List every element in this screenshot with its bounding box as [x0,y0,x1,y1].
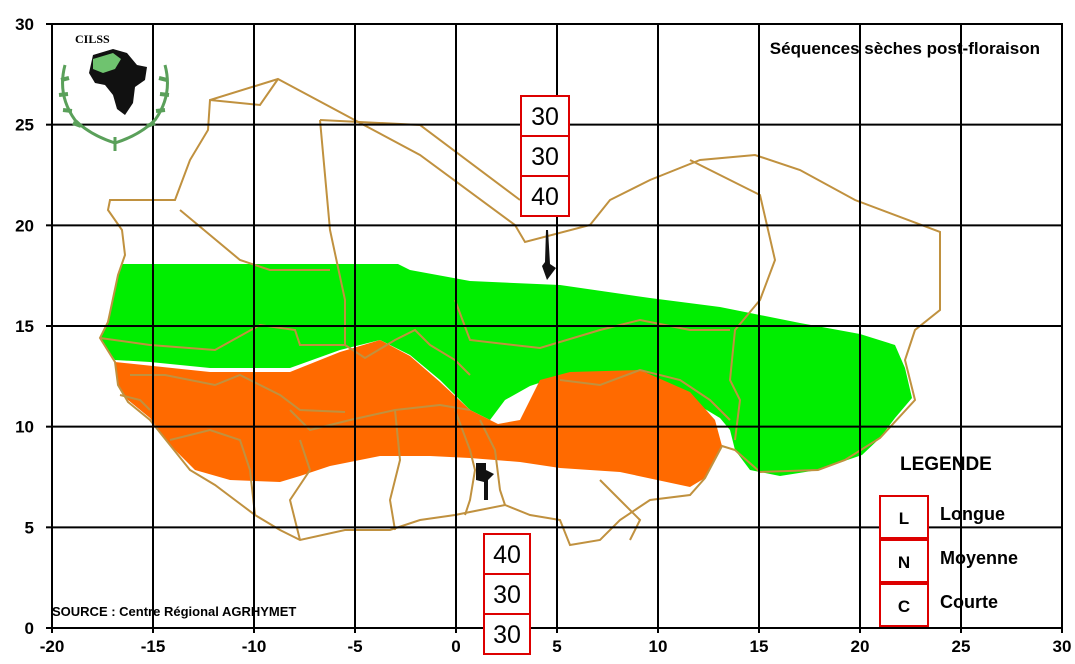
x-tick-label: 0 [451,637,460,656]
south-station-value: 30 [493,581,521,609]
x-tick-label: -5 [347,637,362,656]
north-station-boxes: 30 30 40 [520,95,570,217]
x-tick-label: 15 [750,637,769,656]
x-tick-label: 25 [952,637,971,656]
border-outline [98,77,941,547]
border-inner-1 [209,78,279,107]
south-station-value: 40 [493,541,521,569]
legend: LEGENDE L Longue N Moyenne C Courte [879,454,1018,627]
border-inner-2 [319,119,346,345]
logo-wreath-left [61,64,116,145]
legend-code-box [879,583,929,627]
logo-leaves [58,76,170,128]
x-tick-label: 20 [851,637,870,656]
y-tick-label: 25 [15,116,34,135]
zone-long [100,264,912,476]
north-station-value-box [520,175,570,217]
north-station-value-box [520,95,570,137]
south-station-value-box [483,573,531,615]
legend-label: Courte [940,592,998,612]
border-inner-11 [169,428,256,516]
south-station-value-box [483,613,531,655]
border-inner-8 [130,373,346,413]
legend-title: LEGENDE [900,454,992,475]
y-tick-label: 30 [15,15,34,34]
border-inner-5 [689,159,777,441]
legend-code-box [879,495,929,539]
north-station-value-box [520,135,570,177]
x-tick-label: -10 [242,637,267,656]
zone-medium [115,340,722,487]
x-tick-label: 10 [649,637,668,656]
north-station-value: 30 [531,103,559,131]
border-inner-15 [479,419,506,506]
cilss-logo: CILSS [58,32,170,151]
legend-label: Longue [940,504,1005,524]
border-inner-3 [319,119,521,201]
north-station-value: 30 [531,143,559,171]
border-inner-17 [599,479,642,541]
border-inner-13 [388,409,402,531]
y-tick-label: 20 [15,216,34,235]
x-tick-label: 30 [1053,637,1072,656]
border-inner-6 [454,299,730,350]
y-tick-label: 0 [25,619,34,638]
drought-zones [100,264,912,487]
legend-code: L [899,509,909,528]
legend-code-box [879,539,929,583]
sahel-highlight-icon [93,53,121,73]
map-title: Séquences sèches post-floraison [770,39,1040,58]
border-inner-14 [454,409,477,516]
north-station-pointer [542,230,556,280]
south-station-boxes: 40 30 30 [483,533,531,655]
legend-label: Moyenne [940,548,1018,568]
border-inner-18 [119,394,151,411]
south-station-value: 30 [493,621,521,649]
legend-code: N [898,553,910,572]
north-station-value: 40 [531,183,559,211]
x-tick-label: -20 [40,637,65,656]
x-tick-label: -15 [141,637,166,656]
legend-items: L Longue N Moyenne C Courte [879,495,1018,627]
y-tick-label: 5 [25,518,34,537]
border-inner-12 [288,439,312,541]
y-tick-label: 15 [15,317,34,336]
logo-wreath-right [114,64,169,145]
y-tick-label: 10 [15,418,34,437]
border-inner-16 [559,368,731,421]
south-station-pointer [476,463,494,500]
axis-ticks: -20 -15 -10 -5 0 5 10 15 20 25 30 0 5 10 15 20 25 30 [15,15,1071,656]
north-station: 30 30 40 [520,95,570,280]
south-station: 40 30 30 [476,463,531,655]
x-tick-label: 5 [552,637,561,656]
source-credit: SOURCE : Centre Régional AGRHYMET [52,604,296,619]
logo-text: CILSS [75,32,110,46]
legend-code: C [898,597,910,616]
